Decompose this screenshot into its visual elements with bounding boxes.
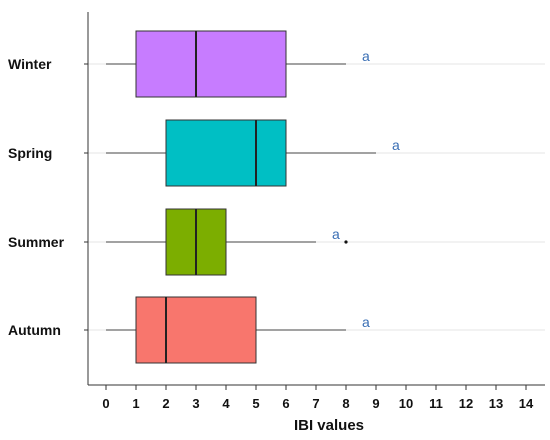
- x-tick-label-11: 11: [429, 396, 443, 411]
- x-tick-label-4: 4: [222, 396, 230, 411]
- iqr-box-spring: [165, 119, 287, 187]
- x-tick-label-12: 12: [459, 396, 473, 411]
- x-tick-label-2: 2: [162, 396, 169, 411]
- category-label-spring: Spring: [8, 145, 52, 161]
- iqr-box-winter: [135, 30, 287, 98]
- x-tick-label-3: 3: [192, 396, 199, 411]
- x-axis-title: IBI values: [294, 417, 364, 434]
- category-label-autumn: Autumn: [8, 322, 61, 338]
- x-tick-label-5: 5: [252, 396, 259, 411]
- significance-label-summer: a: [332, 226, 340, 242]
- box-spring: a: [84, 119, 400, 187]
- x-tick-label-7: 7: [312, 396, 319, 411]
- box-summer: a: [84, 208, 348, 276]
- category-label-winter: Winter: [8, 56, 52, 72]
- x-tick-label-6: 6: [282, 396, 289, 411]
- category-labels: Winter Spring Summer Autumn: [8, 56, 65, 338]
- x-tick-label-8: 8: [342, 396, 349, 411]
- x-tick-label-13: 13: [489, 396, 503, 411]
- x-axis-ticks: 0 1 2 3 4 5 6 7 8 9 10 11 12 13 14: [102, 385, 534, 411]
- x-tick-label-0: 0: [102, 396, 109, 411]
- box-winter: a: [84, 30, 370, 98]
- x-tick-label-10: 10: [399, 396, 413, 411]
- outlier-point-summer-0: [344, 240, 348, 244]
- significance-label-winter: a: [362, 48, 370, 64]
- significance-label-autumn: a: [362, 314, 370, 330]
- row-guide-lines: [88, 63, 545, 331]
- significance-label-spring: a: [392, 137, 400, 153]
- category-label-summer: Summer: [8, 234, 65, 250]
- box-autumn: a: [84, 296, 370, 364]
- x-tick-label-1: 1: [132, 396, 139, 411]
- box-series: a a a a: [84, 30, 400, 364]
- x-tick-label-14: 14: [519, 396, 534, 411]
- x-tick-label-9: 9: [372, 396, 379, 411]
- iqr-box-autumn: [135, 296, 257, 364]
